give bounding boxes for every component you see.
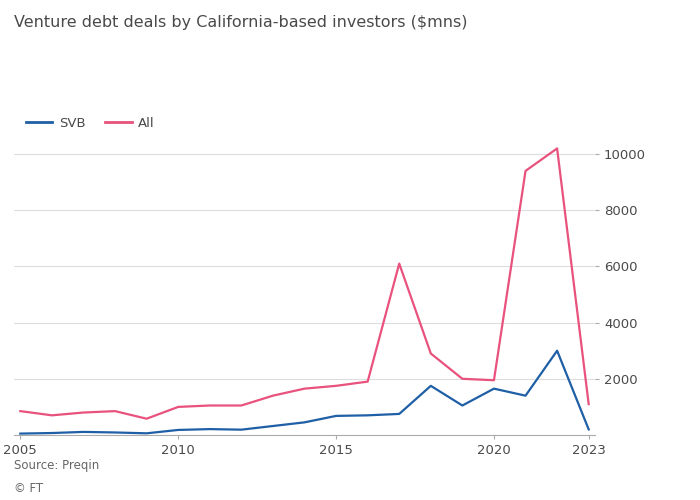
SVB <box>363 412 372 418</box>
SVB <box>174 427 183 433</box>
SVB <box>48 430 56 436</box>
SVB <box>79 429 88 435</box>
SVB <box>237 426 246 432</box>
All <box>553 146 561 152</box>
SVB <box>490 386 498 392</box>
Line: All: All <box>20 148 589 418</box>
SVB <box>269 423 277 429</box>
All <box>48 412 56 418</box>
All <box>363 378 372 384</box>
Line: SVB: SVB <box>20 350 589 434</box>
SVB <box>395 411 403 417</box>
All <box>522 168 530 174</box>
All <box>174 404 183 410</box>
All <box>237 402 246 408</box>
SVB <box>522 392 530 398</box>
All <box>142 416 150 422</box>
All <box>79 410 88 416</box>
All <box>395 260 403 266</box>
All <box>426 350 435 356</box>
All <box>584 401 593 407</box>
SVB <box>142 430 150 436</box>
All <box>269 392 277 398</box>
All <box>300 386 309 392</box>
SVB <box>458 402 467 408</box>
SVB <box>584 426 593 432</box>
All <box>332 383 340 389</box>
SVB <box>332 413 340 419</box>
Legend: SVB, All: SVB, All <box>20 112 160 135</box>
SVB <box>111 430 119 436</box>
Text: © FT: © FT <box>14 482 43 495</box>
Text: Source: Preqin: Source: Preqin <box>14 460 99 472</box>
All <box>490 377 498 383</box>
Text: Venture debt deals by California-based investors ($mns): Venture debt deals by California-based i… <box>14 15 468 30</box>
All <box>206 402 214 408</box>
SVB <box>16 430 25 436</box>
All <box>458 376 467 382</box>
SVB <box>553 348 561 354</box>
SVB <box>206 426 214 432</box>
All <box>16 408 25 414</box>
SVB <box>426 383 435 389</box>
SVB <box>300 420 309 426</box>
All <box>111 408 119 414</box>
